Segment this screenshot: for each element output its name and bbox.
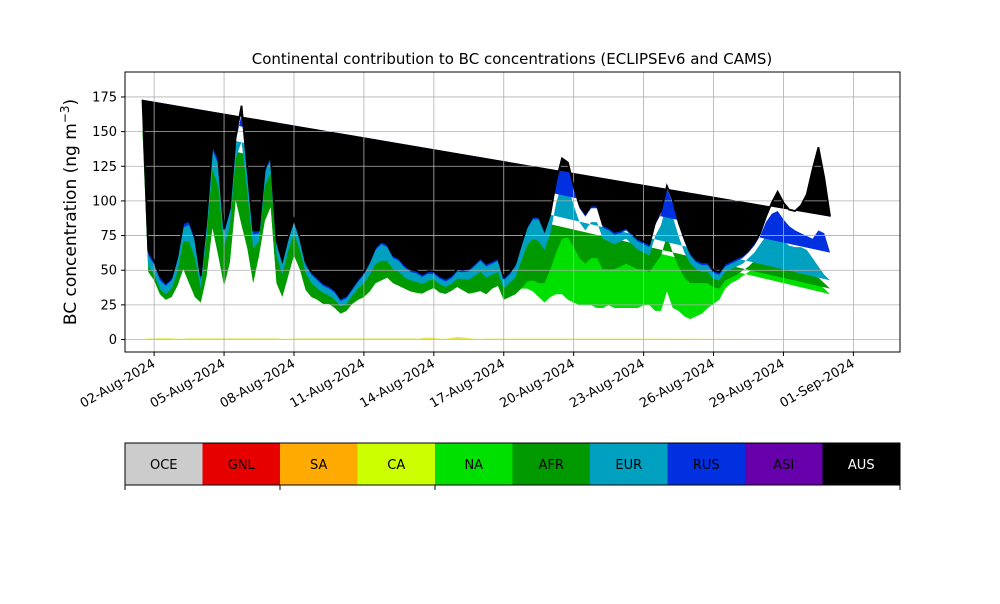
x-tick-label: 01-Sep-2024: [778, 356, 858, 411]
x-tick-label: 17-Aug-2024: [427, 356, 507, 411]
colorbar-label: AFR: [539, 458, 564, 473]
x-tick-label: 02-Aug-2024: [78, 356, 158, 411]
y-tick-label: 125: [92, 160, 117, 175]
colorbar-cell-eur: [590, 443, 668, 485]
colorbar-label: CA: [387, 458, 405, 473]
y-tick-label: 25: [100, 298, 117, 313]
chart-title: Continental contribution to BC concentra…: [252, 50, 773, 68]
y-tick-label: 50: [100, 264, 117, 279]
colorbar-cell-rus: [667, 443, 745, 485]
area-sa: [142, 338, 831, 339]
total-line: [141, 99, 831, 300]
colorbar-cell-afr: [512, 443, 590, 485]
x-axis: 02-Aug-202405-Aug-202408-Aug-202411-Aug-…: [78, 352, 858, 412]
colorbar-label: RUS: [693, 458, 720, 473]
area-aus: [142, 99, 831, 299]
x-tick-label: 20-Aug-2024: [497, 356, 577, 411]
colorbar-label: EUR: [615, 458, 642, 473]
gridlines: [125, 72, 900, 352]
x-tick-label: 23-Aug-2024: [567, 356, 647, 411]
colorbar-frame: [124, 442, 901, 486]
colorbar-label: NA: [464, 458, 483, 473]
y-tick-label: 150: [92, 125, 117, 140]
colorbar-legend: OCE GNL SA CA NA AFR EUR RUS ASI AUS: [124, 442, 901, 490]
colorbar-label: ASI: [773, 458, 794, 473]
colorbar-cell-gnl: [202, 443, 280, 485]
colorbar-cell-asi: [745, 443, 823, 485]
colorbar-cell-oce: [125, 443, 203, 485]
total-outline: [141, 99, 831, 300]
y-axis: 0 25 50 75 100 125 150 175: [92, 90, 125, 348]
colorbar-cell-ca: [357, 443, 435, 485]
stacked-areas: [142, 99, 831, 339]
x-tick-label: 11-Aug-2024: [288, 356, 368, 411]
colorbar-label: OCE: [150, 458, 178, 473]
area-ca: [142, 336, 831, 339]
plot-frame: [124, 71, 901, 353]
x-tick-label: 26-Aug-2024: [637, 356, 717, 411]
y-tick-label: 75: [100, 229, 117, 244]
y-axis-label: BC concentration (ng m−3): [58, 99, 81, 325]
colorbar-cell-na: [435, 443, 513, 485]
y-tick-label: 100: [92, 194, 117, 209]
colorbar-label: GNL: [228, 458, 256, 473]
x-tick-label: 05-Aug-2024: [148, 356, 228, 411]
x-tick-label: 14-Aug-2024: [357, 356, 437, 411]
colorbar-label: SA: [310, 458, 327, 473]
y-tick-label: 0: [109, 333, 117, 348]
x-tick-label: 08-Aug-2024: [218, 356, 298, 411]
y-tick-label: 175: [92, 90, 117, 105]
colorbar-cell-aus: [822, 443, 900, 485]
colorbar-label: AUS: [848, 458, 875, 473]
colorbar-cell-sa: [280, 443, 358, 485]
x-tick-label: 29-Aug-2024: [707, 356, 787, 411]
